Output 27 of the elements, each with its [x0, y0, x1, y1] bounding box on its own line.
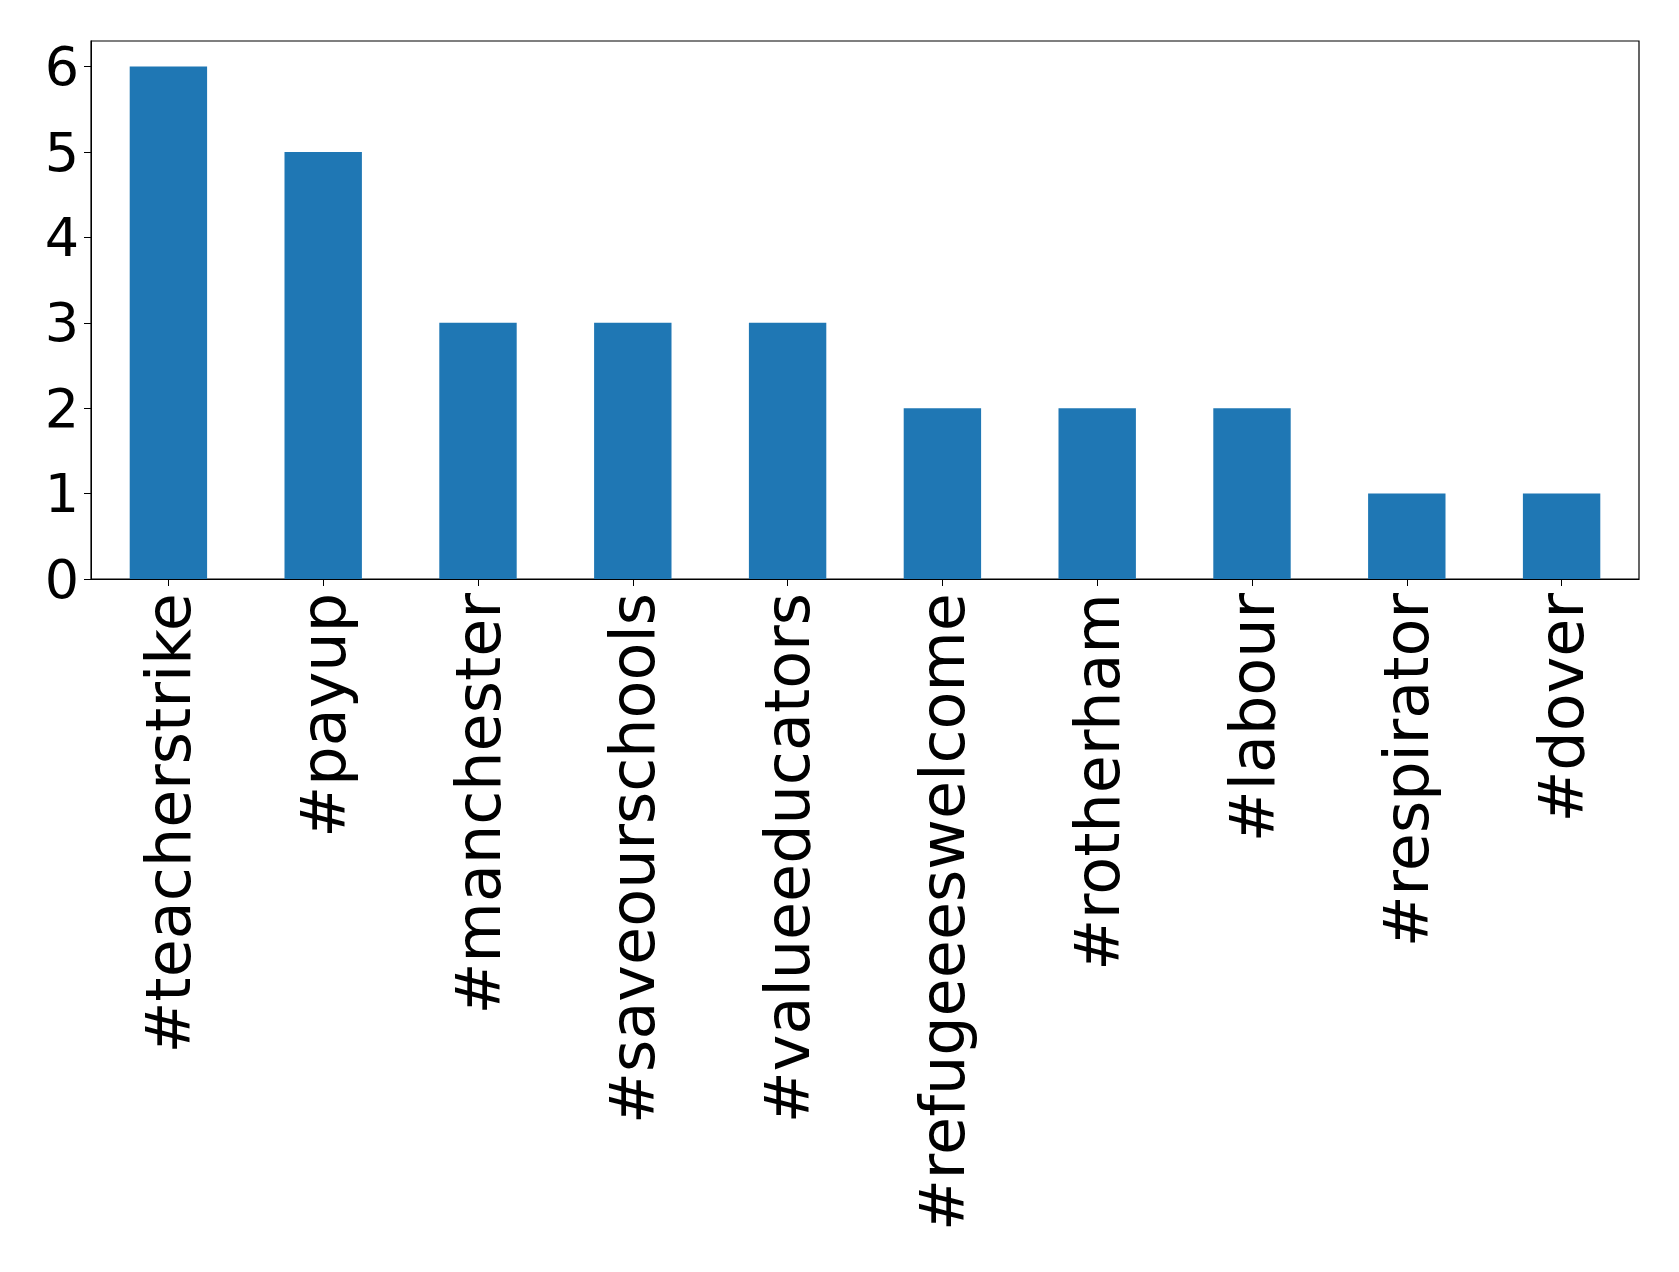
y-tick-label: 3: [44, 291, 79, 355]
x-tick-label: #dover: [1525, 592, 1599, 823]
x-tick-label: #payup: [286, 593, 360, 838]
bar: [129, 66, 208, 579]
bar: [284, 152, 362, 579]
x-tick-label: #teacherstrike: [131, 593, 205, 1054]
y-tick-label: 0: [44, 547, 79, 611]
y-tick-label: 2: [44, 376, 79, 440]
x-tick-label: #saveourschools: [596, 593, 670, 1124]
x-tick-label: #respirator: [1370, 592, 1444, 948]
bar: [1522, 493, 1601, 579]
y-tick-label: 1: [44, 462, 79, 526]
bar: [594, 322, 672, 579]
bar: [903, 408, 982, 579]
x-tick-label: #labour: [1215, 592, 1289, 843]
bar: [1213, 408, 1291, 579]
bar: [748, 322, 827, 579]
bar: [439, 322, 517, 579]
x-tick-label: #rotherham: [1060, 593, 1134, 971]
y-tick-label: 5: [44, 120, 79, 184]
x-tick-label: #manchester: [441, 592, 515, 1015]
bar: [1058, 408, 1136, 579]
x-tick-label: #valueeducators: [751, 593, 825, 1124]
y-tick-label: 4: [44, 205, 79, 269]
x-tick-label: #refugeeeswelcome: [905, 593, 979, 1232]
y-tick-label: 6: [44, 35, 79, 99]
bar: [1368, 493, 1446, 579]
